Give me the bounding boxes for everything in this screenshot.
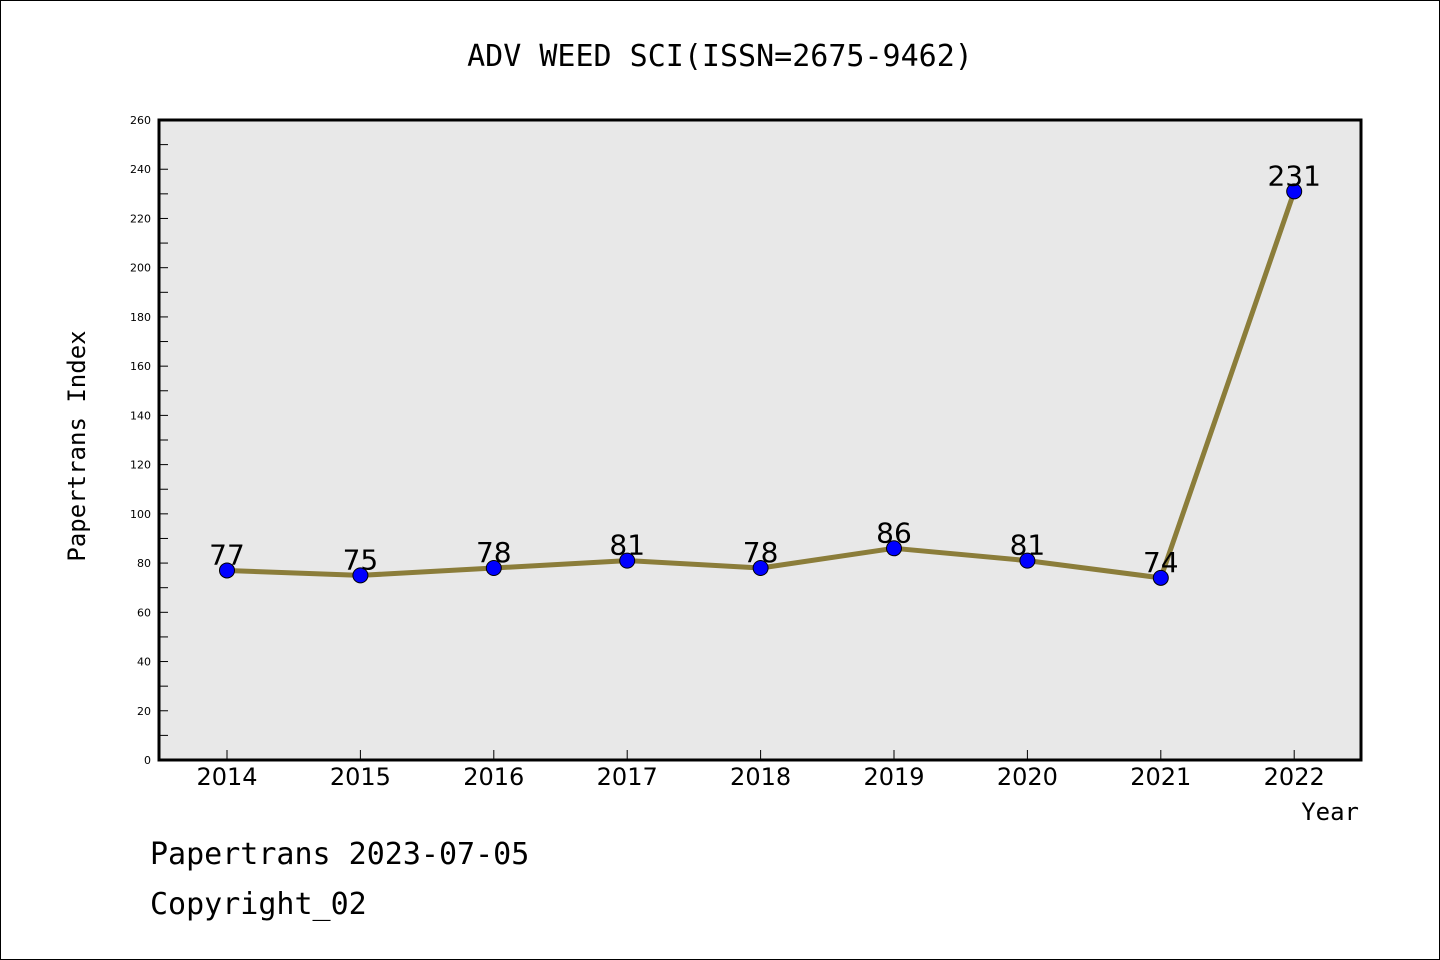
footer-date-text: Papertrans 2023-07-05: [150, 837, 529, 872]
y-tick-label: 60: [137, 606, 151, 619]
x-tick-label: 2020: [997, 763, 1058, 791]
x-axis-ticks: 2014 2015 2016 2017 2018 2019 2020 2021 2022: [196, 750, 1325, 791]
data-point: [1286, 183, 1303, 200]
x-tick-label: 2016: [463, 763, 524, 791]
y-tick-label: 160: [130, 360, 151, 373]
y-tick-label: 200: [130, 262, 151, 275]
y-axis-ticks: 0 20 40 60 80 100 120 140 160 180 200 220 240 260: [130, 114, 168, 767]
y-tick-label: 0: [144, 754, 151, 767]
y-tick-label: 140: [130, 409, 151, 422]
data-point: [1019, 552, 1036, 569]
y-tick-label: 40: [137, 656, 151, 669]
data-point: [1152, 569, 1169, 586]
data-label: 81: [1010, 529, 1046, 562]
x-tick-label: 2017: [597, 763, 658, 791]
x-tick-label: 2018: [730, 763, 791, 791]
data-label: 81: [609, 529, 645, 562]
data-point: [752, 560, 769, 576]
series-layer: 77 75 78 81 78 86 81 74 231: [209, 159, 1321, 586]
x-tick-label: 2015: [330, 763, 391, 791]
data-label: 74: [1143, 546, 1179, 579]
x-tick-label: 2014: [196, 763, 257, 791]
x-tick-label: 2021: [1130, 763, 1191, 791]
footer-copyright-text: Copyright_02: [150, 887, 367, 922]
x-tick-label: 2019: [863, 763, 924, 791]
y-tick-label: 20: [137, 705, 151, 718]
x-tick-label: 2022: [1264, 763, 1325, 791]
data-label: 86: [876, 516, 912, 549]
data-label: 231: [1267, 159, 1320, 192]
y-tick-label: 220: [130, 212, 151, 225]
y-tick-label: 100: [130, 508, 151, 521]
y-tick-label: 180: [130, 311, 151, 324]
data-label: 78: [743, 536, 779, 569]
y-tick-label: 260: [130, 114, 151, 127]
data-point: [219, 562, 235, 579]
data-label: 75: [343, 543, 379, 576]
y-tick-label: 120: [130, 459, 151, 472]
data-label: 78: [476, 536, 512, 569]
y-tick-label: 80: [137, 557, 151, 570]
y-tick-label: 240: [130, 163, 151, 176]
data-label: 77: [209, 538, 245, 571]
data-point: [886, 540, 902, 557]
data-point: [485, 560, 502, 576]
plot-area: [157, 118, 1363, 762]
data-point: [352, 567, 369, 584]
chart-title: ADV WEED SCI(ISSN=2675-9462): [467, 39, 973, 74]
x-axis-label: Year: [1301, 798, 1359, 826]
data-point: [619, 552, 636, 569]
y-axis-label: Papertrans Index: [63, 330, 91, 561]
